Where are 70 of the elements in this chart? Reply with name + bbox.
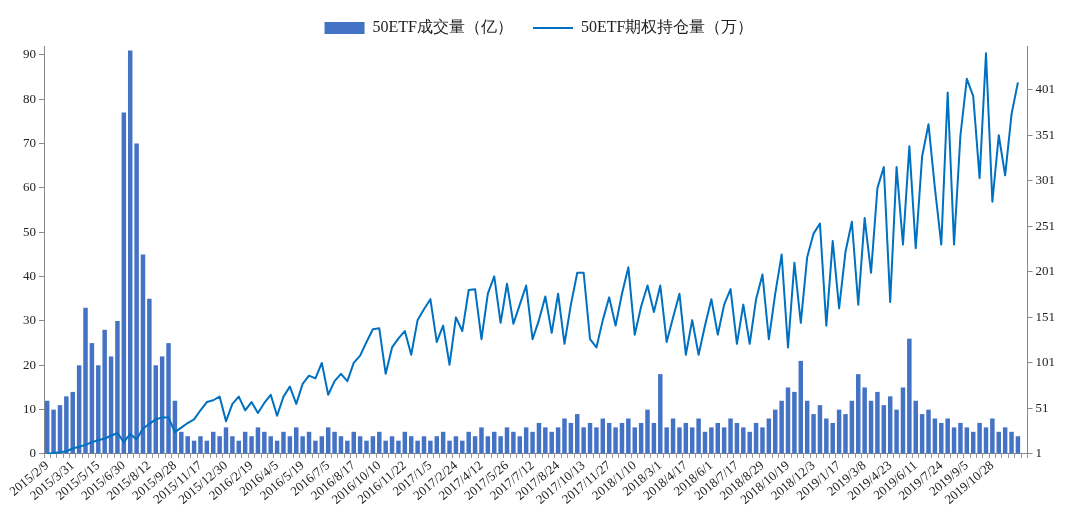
bar bbox=[396, 440, 401, 454]
bar bbox=[613, 427, 618, 454]
bar bbox=[249, 436, 254, 454]
bar bbox=[977, 422, 982, 454]
y2-tick-label: 51 bbox=[1035, 399, 1049, 415]
bar bbox=[696, 418, 701, 454]
bar bbox=[1009, 431, 1014, 454]
y-tick-label: 40 bbox=[23, 268, 36, 284]
bar bbox=[345, 440, 350, 454]
bar bbox=[428, 440, 433, 454]
bar bbox=[511, 431, 516, 454]
legend-label: 50ETF期权持仓量（万） bbox=[581, 18, 754, 36]
y2-tick-label: 151 bbox=[1035, 308, 1055, 324]
bar bbox=[415, 440, 420, 454]
y-tick-label: 0 bbox=[29, 445, 36, 461]
bar bbox=[862, 387, 867, 454]
y-tick-label: 50 bbox=[23, 223, 36, 239]
y-tick-label: 10 bbox=[23, 401, 36, 417]
y-tick-label: 90 bbox=[23, 46, 36, 62]
bar bbox=[313, 440, 318, 454]
bar bbox=[792, 391, 797, 454]
y-tick-label: 30 bbox=[23, 312, 36, 328]
legend-label: 50ETF成交量（亿） bbox=[372, 18, 514, 36]
bar bbox=[530, 431, 535, 454]
bar bbox=[83, 307, 88, 454]
bar bbox=[332, 431, 337, 454]
bar bbox=[166, 343, 171, 454]
bar bbox=[134, 143, 139, 454]
bar bbox=[447, 440, 452, 454]
bar bbox=[926, 409, 931, 454]
y-tick-label: 80 bbox=[23, 90, 36, 106]
bar bbox=[115, 320, 120, 454]
bar bbox=[498, 436, 503, 454]
y-tick-label: 60 bbox=[23, 179, 36, 195]
bar bbox=[645, 409, 650, 454]
bar bbox=[364, 440, 369, 454]
bar bbox=[990, 418, 995, 454]
bar bbox=[198, 436, 203, 454]
bar bbox=[875, 391, 880, 454]
y2-tick-label: 251 bbox=[1035, 217, 1055, 233]
y2-tick-label: 1 bbox=[1035, 445, 1042, 461]
bar bbox=[779, 400, 784, 454]
bar bbox=[843, 414, 848, 454]
bar bbox=[677, 427, 682, 454]
bar bbox=[728, 418, 733, 454]
bar bbox=[479, 427, 484, 454]
bar bbox=[626, 418, 631, 454]
bar bbox=[907, 338, 912, 454]
bar bbox=[594, 427, 599, 454]
bar bbox=[760, 427, 765, 454]
bar bbox=[64, 396, 69, 454]
bar bbox=[562, 418, 567, 454]
bar bbox=[811, 414, 816, 454]
bar bbox=[230, 436, 235, 454]
bar bbox=[581, 427, 586, 454]
bar bbox=[894, 409, 899, 454]
bar bbox=[300, 436, 305, 454]
y2-tick-label: 101 bbox=[1035, 354, 1055, 370]
bar bbox=[281, 431, 286, 454]
bar bbox=[51, 409, 56, 454]
bar bbox=[958, 422, 963, 454]
bar bbox=[217, 436, 222, 454]
bar bbox=[147, 298, 152, 454]
y-tick-label: 20 bbox=[23, 356, 36, 372]
y2-tick-label: 201 bbox=[1035, 263, 1055, 279]
bar bbox=[709, 427, 714, 454]
y2-tick-label: 401 bbox=[1035, 81, 1055, 97]
y2-tick-label: 351 bbox=[1035, 126, 1055, 142]
y-tick-label: 70 bbox=[23, 134, 36, 150]
y2-tick-label: 301 bbox=[1035, 172, 1055, 188]
